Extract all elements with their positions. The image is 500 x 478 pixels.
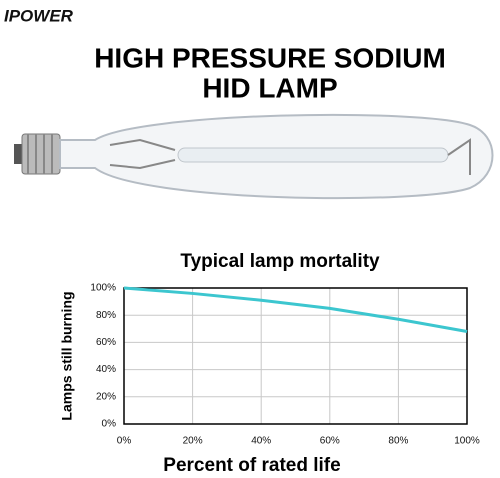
x-tick-label: 40% bbox=[251, 436, 271, 447]
y-tick-label: 0% bbox=[102, 419, 117, 430]
brand: IPOWER bbox=[4, 6, 74, 25]
y-axis-label: Lamps still burning bbox=[59, 291, 75, 420]
y-tick-label: 20% bbox=[96, 391, 116, 402]
lamp-illustration bbox=[14, 113, 494, 200]
data-line bbox=[123, 286, 468, 333]
y-tick-label: 60% bbox=[96, 337, 116, 348]
y-tick-label: 80% bbox=[96, 310, 116, 321]
headline: HID LAMP bbox=[202, 72, 337, 103]
x-tick-label: 60% bbox=[320, 436, 340, 447]
y-tick-label: 100% bbox=[90, 283, 116, 294]
headline: HIGH PRESSURE SODIUM bbox=[94, 42, 446, 73]
x-tick-label: 100% bbox=[454, 436, 480, 447]
x-tick-label: 80% bbox=[388, 436, 408, 447]
x-tick-label: 0% bbox=[117, 436, 132, 447]
x-axis-label: Percent of rated life bbox=[163, 455, 340, 476]
plot-frame bbox=[123, 287, 468, 425]
x-tick-label: 20% bbox=[183, 436, 203, 447]
y-tick-label: 40% bbox=[96, 364, 116, 375]
chart-title: Typical lamp mortality bbox=[180, 251, 380, 272]
